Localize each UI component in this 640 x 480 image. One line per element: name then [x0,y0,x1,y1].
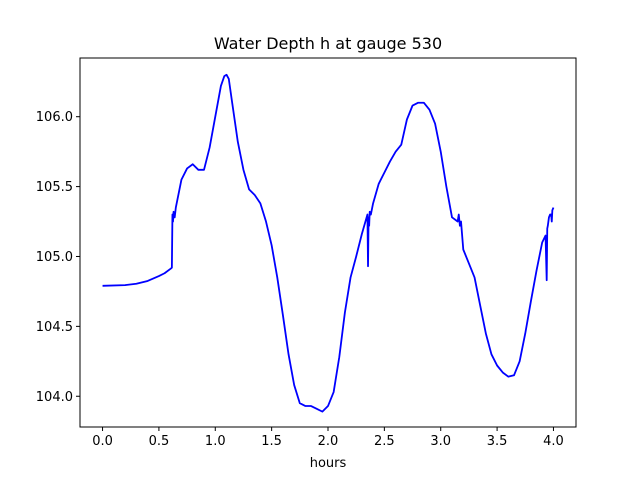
y-tick-label: 104.0 [36,390,73,405]
chart-title: Water Depth h at gauge 530 [214,34,442,53]
x-tick-label: 3.5 [487,434,508,449]
x-tick-label: 0.5 [149,434,170,449]
x-tick-label: 2.0 [318,434,339,449]
y-tick-label: 105.5 [36,180,73,195]
y-tick-label: 104.5 [36,320,73,335]
x-tick-label: 2.5 [374,434,395,449]
x-tick-label: 1.5 [261,434,282,449]
x-tick-label: 1.0 [205,434,226,449]
series-line-1 [102,73,555,413]
x-tick-label: 3.0 [430,434,451,449]
axes: 0.0 0.5 1.0 1.5 2.0 2.5 3.0 3.5 4.0 104.0 104.5 105… [36,57,577,449]
x-axis-label: hours [310,456,347,471]
plot-area [102,73,555,413]
y-tick-label: 105.0 [36,250,73,265]
x-tick-label: 4.0 [543,434,564,449]
x-tick-label: 0.0 [92,434,113,449]
y-tick-label: 106.0 [36,110,73,125]
